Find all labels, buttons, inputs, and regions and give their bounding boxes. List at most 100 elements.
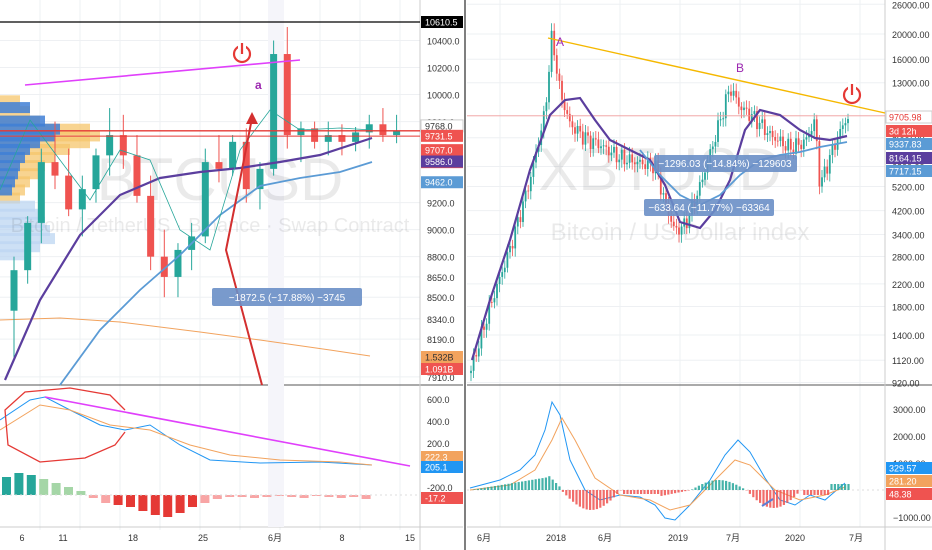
left-measure-box[interactable]: −1872.5 (−17.88%) −3745 [212,288,362,306]
macd-badge [886,488,932,500]
volume-profile-row [0,160,45,172]
macd-hist-bar [548,476,551,490]
volume-profile-row-core [0,143,30,155]
candle-body [558,73,561,81]
candle-body [563,99,566,111]
macd-hist-bar [844,484,847,490]
macd-hist-bar [725,480,728,490]
time-tick: 11 [58,533,67,543]
macd-hist-bar [531,479,534,490]
macd-hist-bar [510,483,513,490]
candle-body [670,216,673,222]
macd-hist-bar [816,490,819,495]
macd-hist-bar [521,481,524,490]
macd-hist-bar [517,482,520,490]
macd-hist-bar [643,490,646,494]
measure-text: −1872.5 (−17.88%) −3745 [229,293,346,304]
macd-badge [886,475,932,487]
left-chart-panel[interactable]: BTCUSD Bitcoin / TetherUS · Binance · Sw… [0,0,464,550]
candle-body [119,135,127,156]
candle-body [831,144,834,156]
macd-hist-bar [551,479,554,490]
macd-hist-bar [500,484,503,490]
right-chart-panel[interactable]: XBTUSD Bitcoin / US Dollar index 3000.00… [467,0,932,550]
macd-hist-bar [361,495,371,499]
candle-body [761,119,764,123]
price-tick: 9000.0 [427,226,455,236]
candle-body [594,138,597,140]
candle-body [618,159,621,163]
price-tick: 4200.00 [892,207,925,217]
price-badge [886,125,932,137]
volume-profile-row [0,95,20,107]
candle-body [256,168,264,190]
macd-hist-bar [299,495,309,498]
arrow-line [224,117,263,386]
candle-body [826,166,829,174]
candle-body [496,284,498,299]
price-tick: 13000.00 [892,79,930,89]
macd-hist-bar [527,480,530,490]
macd-badge [421,461,463,473]
candle-body [78,189,86,210]
macd-hist-bar [274,495,284,496]
macd-hist-bar [507,483,510,490]
macd-hist-bar [76,491,86,495]
macd-hist-bar [616,490,619,494]
volume-profile-row [0,192,20,204]
candle-body [542,111,545,131]
macd-hist-bar [708,481,711,490]
macd-hist-bar [626,490,629,494]
macd-hist-bar [88,495,98,498]
candle-body [779,136,782,141]
macd-hist-bar [473,489,476,490]
candle-body [665,193,667,204]
macd-hist-bar [806,490,809,495]
volume-profile-row [0,168,40,180]
macd-badge [886,462,932,474]
candle-body [10,270,18,311]
right-measure-box-2[interactable]: −633.64 (−11.77%) −63364 [644,199,774,216]
macd-hist-bar [701,484,704,490]
candle-body [532,162,535,177]
price-tick: 20000.00 [892,30,930,40]
price-tick: 8340.0 [427,315,455,325]
candle-body [787,138,790,151]
macd-hist-bar [14,473,24,495]
volume-profile-row [0,200,35,212]
candle-body [633,162,636,165]
price-tick: 2800.00 [892,253,925,263]
candle-body [283,54,291,136]
macd-hist-bar [718,480,721,490]
candle-body [506,252,509,268]
candle-body [607,146,610,156]
candle-body [568,113,571,122]
candle-body [480,326,483,349]
trendline-magenta [24,59,301,86]
candle-body [324,135,332,142]
signal-line [469,416,846,511]
right-measure-box-1[interactable]: −1296.03 (−14.84%) −129603 [654,155,797,172]
macd-hist-bar [742,488,745,490]
macd-hist-bar [803,490,806,495]
volume-ma-line [0,317,371,357]
candle-body [701,179,704,183]
candle-body [379,124,387,136]
macd-hist-bar [636,490,639,494]
ma-purple-line [470,96,848,361]
macd-hist-bar [755,490,758,501]
candle-body [662,193,665,195]
macd-hist-bar [541,478,544,490]
price-badge-text: 8164.15 [889,154,922,164]
time-tick: 2019 [668,533,688,543]
macd-hist-bar [779,490,782,507]
time-tick: 7月 [849,533,863,543]
candle-body [493,298,496,303]
macd-hist-bar [772,490,775,508]
left-grid [0,0,463,550]
macd-hist-bar [663,490,666,496]
price-badge [421,176,463,189]
candle-body [365,124,373,133]
price-tick: 1400.00 [892,331,925,341]
candle-body [490,302,493,303]
